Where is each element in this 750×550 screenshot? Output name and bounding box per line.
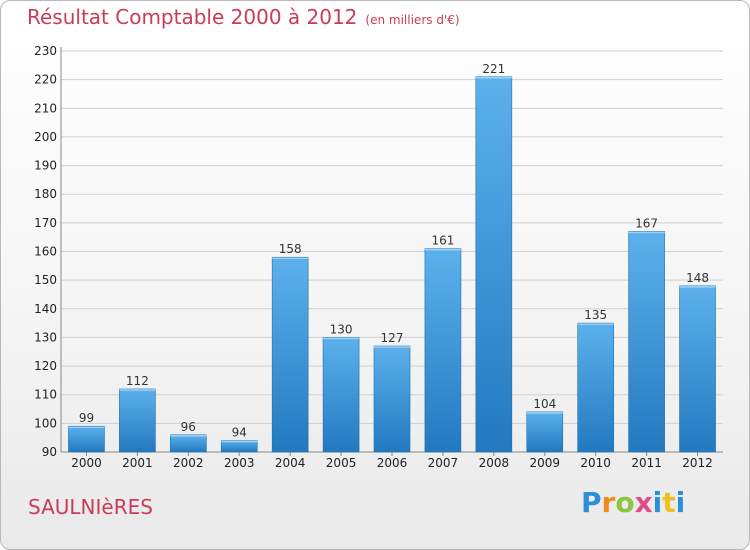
chart-title: Résultat Comptable 2000 à 2012 (en millie… — [27, 5, 460, 29]
bar — [424, 248, 462, 453]
y-tick-label: 90 — [42, 445, 57, 459]
bar-value-label: 94 — [232, 426, 247, 440]
bar-value-label: 167 — [635, 216, 658, 230]
bar-value-label: 130 — [330, 322, 353, 336]
bar-value-label: 127 — [381, 331, 404, 345]
bar-value-label: 161 — [431, 234, 454, 248]
bar — [679, 285, 716, 453]
x-tick-label: 2010 — [580, 456, 611, 470]
y-tick-label: 230 — [34, 44, 57, 58]
x-tick-label: 2012 — [682, 456, 713, 470]
y-tick-label: 220 — [34, 73, 57, 87]
bar — [322, 337, 360, 453]
bar — [577, 322, 614, 453]
logo-letter: x — [634, 486, 653, 519]
bar — [475, 76, 513, 453]
x-tick-label: 2006 — [377, 456, 408, 470]
y-tick-label: 160 — [34, 245, 57, 259]
bar — [220, 440, 258, 453]
logo-letter: t — [662, 486, 676, 519]
axes: 90 100 110 120 130 140 150 160 170 180 190 200 210 22… — [34, 44, 723, 470]
data-labels: 99 112 96 94 158 130 127 161 221 104 135 167 148 — [79, 62, 709, 440]
bar — [170, 434, 207, 453]
y-tick-label: 120 — [34, 359, 57, 373]
y-tick-label: 210 — [34, 101, 57, 115]
y-tick-label: 130 — [34, 330, 57, 344]
chart-unit: (en milliers d'€) — [365, 13, 460, 27]
logo-letter: i — [675, 486, 686, 519]
bar — [119, 388, 156, 453]
bar-value-label: 104 — [533, 397, 556, 411]
bars — [68, 76, 716, 453]
bar — [628, 231, 665, 453]
y-tick-label: 150 — [34, 273, 57, 287]
bar-value-label: 221 — [482, 62, 505, 76]
logo-letter: P — [581, 486, 602, 519]
x-tick-label: 2007 — [428, 456, 459, 470]
logo-letter: o — [615, 486, 635, 519]
logo-letter: r — [601, 486, 616, 519]
bar-value-label: 135 — [584, 308, 607, 322]
x-tick-label: 2001 — [122, 456, 153, 470]
y-tick-label: 200 — [34, 130, 57, 144]
bar-value-label: 112 — [126, 374, 149, 388]
y-tick-label: 180 — [34, 187, 57, 201]
bar — [271, 256, 309, 453]
bar-value-label: 158 — [279, 242, 302, 256]
y-tick-label: 170 — [34, 216, 57, 230]
x-tick-label: 2000 — [71, 456, 102, 470]
bar — [68, 425, 105, 453]
x-tick-label: 2008 — [479, 456, 510, 470]
x-tick-label: 2004 — [275, 456, 306, 470]
y-tick-label: 100 — [34, 416, 57, 430]
logo-letter: i — [652, 486, 663, 519]
x-tick-label: 2002 — [173, 456, 204, 470]
y-tick-label: 110 — [34, 388, 57, 402]
x-tick-label: 2011 — [631, 456, 662, 470]
y-tick-label: 190 — [34, 159, 57, 173]
proxiti-logo: Proxiti — [581, 486, 685, 519]
x-tick-label: 2009 — [529, 456, 560, 470]
bar-value-label: 148 — [686, 271, 709, 285]
bar-value-label: 99 — [79, 411, 94, 425]
x-tick-label: 2003 — [224, 456, 255, 470]
commune-name: SAULNIèRES — [28, 495, 153, 519]
chart-title-text: Résultat Comptable 2000 à 2012 — [27, 5, 358, 29]
bar-value-label: 96 — [181, 420, 196, 434]
x-tick-label: 2005 — [326, 456, 357, 470]
bar — [526, 411, 564, 453]
bar — [373, 345, 411, 453]
y-tick-label: 140 — [34, 302, 57, 316]
